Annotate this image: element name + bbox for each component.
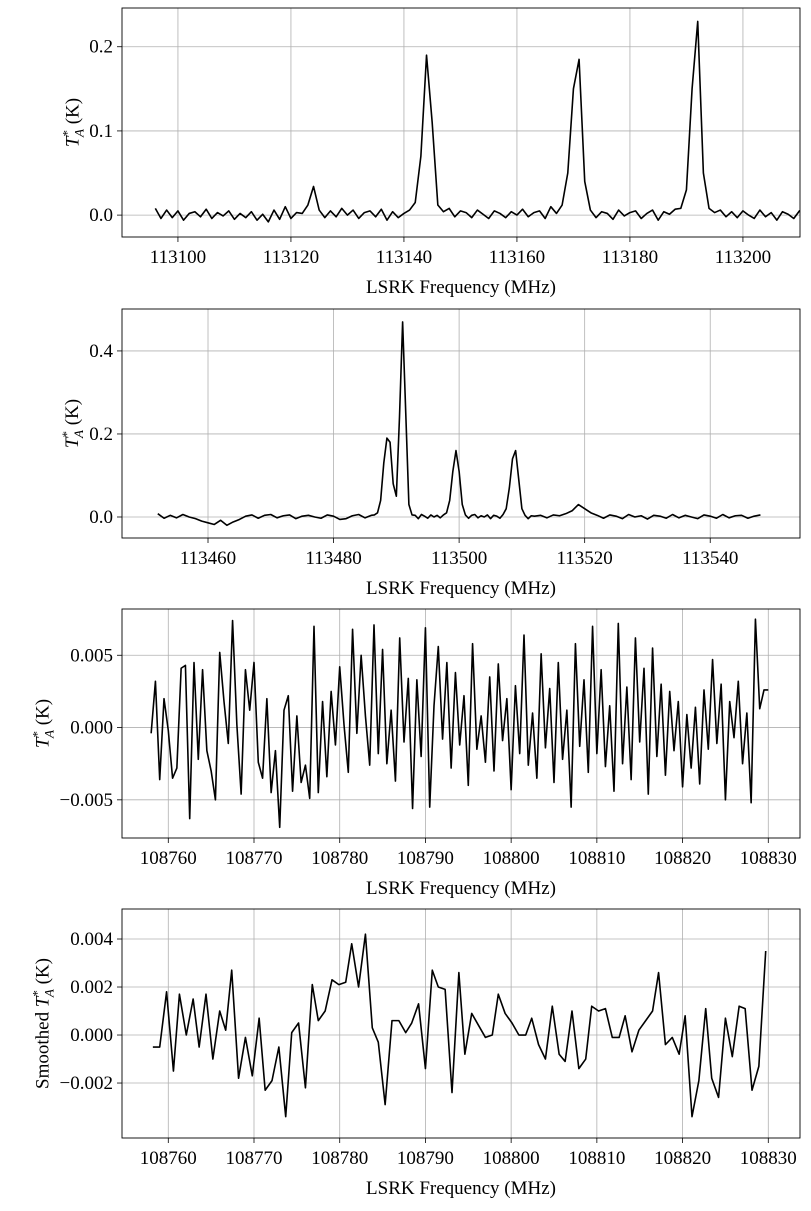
x-tick-label: 108820 xyxy=(654,1148,711,1169)
x-tick-label: 113180 xyxy=(602,247,658,268)
subplot: 108760 108770 108780 108790 108800 108810 1088… xyxy=(30,608,801,899)
x-tick-label: 108780 xyxy=(311,1148,368,1169)
y-tick-label: 0.005 xyxy=(70,645,113,666)
plot-area xyxy=(157,321,761,527)
y-label-sub: A xyxy=(42,989,57,998)
y-axis-label: Smoothed T*A (K) xyxy=(30,958,57,1089)
x-tick-label: 113160 xyxy=(489,247,545,268)
y-label-symbol: T xyxy=(33,995,54,1007)
x-tick-label: 113500 xyxy=(431,548,487,569)
axes-frame xyxy=(121,308,801,539)
y-tick-label: 0.002 xyxy=(70,977,113,998)
y-label-unit: (K) xyxy=(33,958,54,989)
subplot: 108760 108770 108780 108790 108800 108810 1088… xyxy=(30,908,801,1199)
spectrum-line xyxy=(157,321,761,527)
x-tick-label: 108800 xyxy=(483,848,540,869)
y-label-sup: * xyxy=(30,731,45,738)
y-label-sup: * xyxy=(59,130,74,137)
x-tick-label: 108820 xyxy=(654,848,711,869)
y-label-unit: (K) xyxy=(33,699,54,730)
y-tick-label: 0.000 xyxy=(70,1025,113,1046)
x-tick-label: 108830 xyxy=(740,1148,797,1169)
x-tick-label: 108790 xyxy=(397,848,454,869)
subplot: 113460 113480 113500 113520 113540 0.0 0.2 0.4 L… xyxy=(59,308,801,599)
y-label-unit: (K) xyxy=(62,98,83,129)
y-label-unit: (K) xyxy=(62,399,83,430)
plot-area xyxy=(154,20,800,223)
x-tick-label: 113100 xyxy=(150,247,206,268)
y-label-symbol: T xyxy=(33,736,54,748)
y-axis-label: T*A (K) xyxy=(59,98,86,147)
x-tick-label: 108790 xyxy=(397,1148,454,1169)
spectrum-line xyxy=(150,618,769,829)
y-label-symbol: T xyxy=(62,436,83,448)
spectrum-line xyxy=(152,933,767,1118)
subplot: 113100 113120 113140 113160 113180 113200 0.0 0… xyxy=(59,7,801,298)
x-tick-label: 113480 xyxy=(305,548,361,569)
y-label-sub: A xyxy=(71,129,86,138)
y-tick-label: 0.4 xyxy=(89,341,113,362)
x-axis-label: LSRK Frequency (MHz) xyxy=(366,277,556,298)
x-tick-label: 108760 xyxy=(140,1148,197,1169)
x-tick-label: 108760 xyxy=(140,848,197,869)
x-tick-label: 113120 xyxy=(263,247,319,268)
y-tick-label: 0.000 xyxy=(70,718,113,739)
spectrum-line xyxy=(154,20,800,223)
y-tick-label: 0.2 xyxy=(89,424,113,445)
y-tick-label: 0.004 xyxy=(70,929,113,950)
y-tick-label: 0.2 xyxy=(89,37,113,58)
y-label-sub: A xyxy=(71,430,86,439)
x-tick-label: 113140 xyxy=(376,247,432,268)
y-label-prefix: Smoothed xyxy=(33,1007,54,1089)
x-tick-label: 108770 xyxy=(226,848,283,869)
y-label-sub: A xyxy=(42,730,57,739)
y-label-sup: * xyxy=(59,431,74,438)
axes-frame xyxy=(121,7,801,238)
y-tick-label: 0.0 xyxy=(89,507,113,528)
y-tick-label: −0.005 xyxy=(60,790,113,811)
y-tick-label: −0.002 xyxy=(60,1073,113,1094)
x-axis-label: LSRK Frequency (MHz) xyxy=(366,878,556,899)
y-tick-label: 0.0 xyxy=(89,205,113,226)
x-tick-label: 113200 xyxy=(715,247,771,268)
x-tick-label: 108780 xyxy=(311,848,368,869)
x-tick-label: 108770 xyxy=(226,1148,283,1169)
plot-area xyxy=(150,618,769,829)
y-label-symbol: T xyxy=(62,135,83,147)
x-tick-label: 113520 xyxy=(557,548,613,569)
plot-area xyxy=(152,933,767,1118)
x-tick-label: 108810 xyxy=(568,1148,625,1169)
x-axis-label: LSRK Frequency (MHz) xyxy=(366,1178,556,1199)
axes-frame xyxy=(121,908,801,1139)
x-axis-label: LSRK Frequency (MHz) xyxy=(366,578,556,599)
y-axis-label: T*A (K) xyxy=(30,699,57,748)
x-tick-label: 108810 xyxy=(568,848,625,869)
y-label-sup: * xyxy=(30,990,45,997)
x-tick-label: 108830 xyxy=(740,848,797,869)
x-tick-label: 113460 xyxy=(180,548,236,569)
y-axis-label: T*A (K) xyxy=(59,399,86,448)
x-tick-label: 108800 xyxy=(483,1148,540,1169)
x-tick-label: 113540 xyxy=(682,548,738,569)
y-tick-label: 0.1 xyxy=(89,121,113,142)
axes-frame xyxy=(121,608,801,839)
